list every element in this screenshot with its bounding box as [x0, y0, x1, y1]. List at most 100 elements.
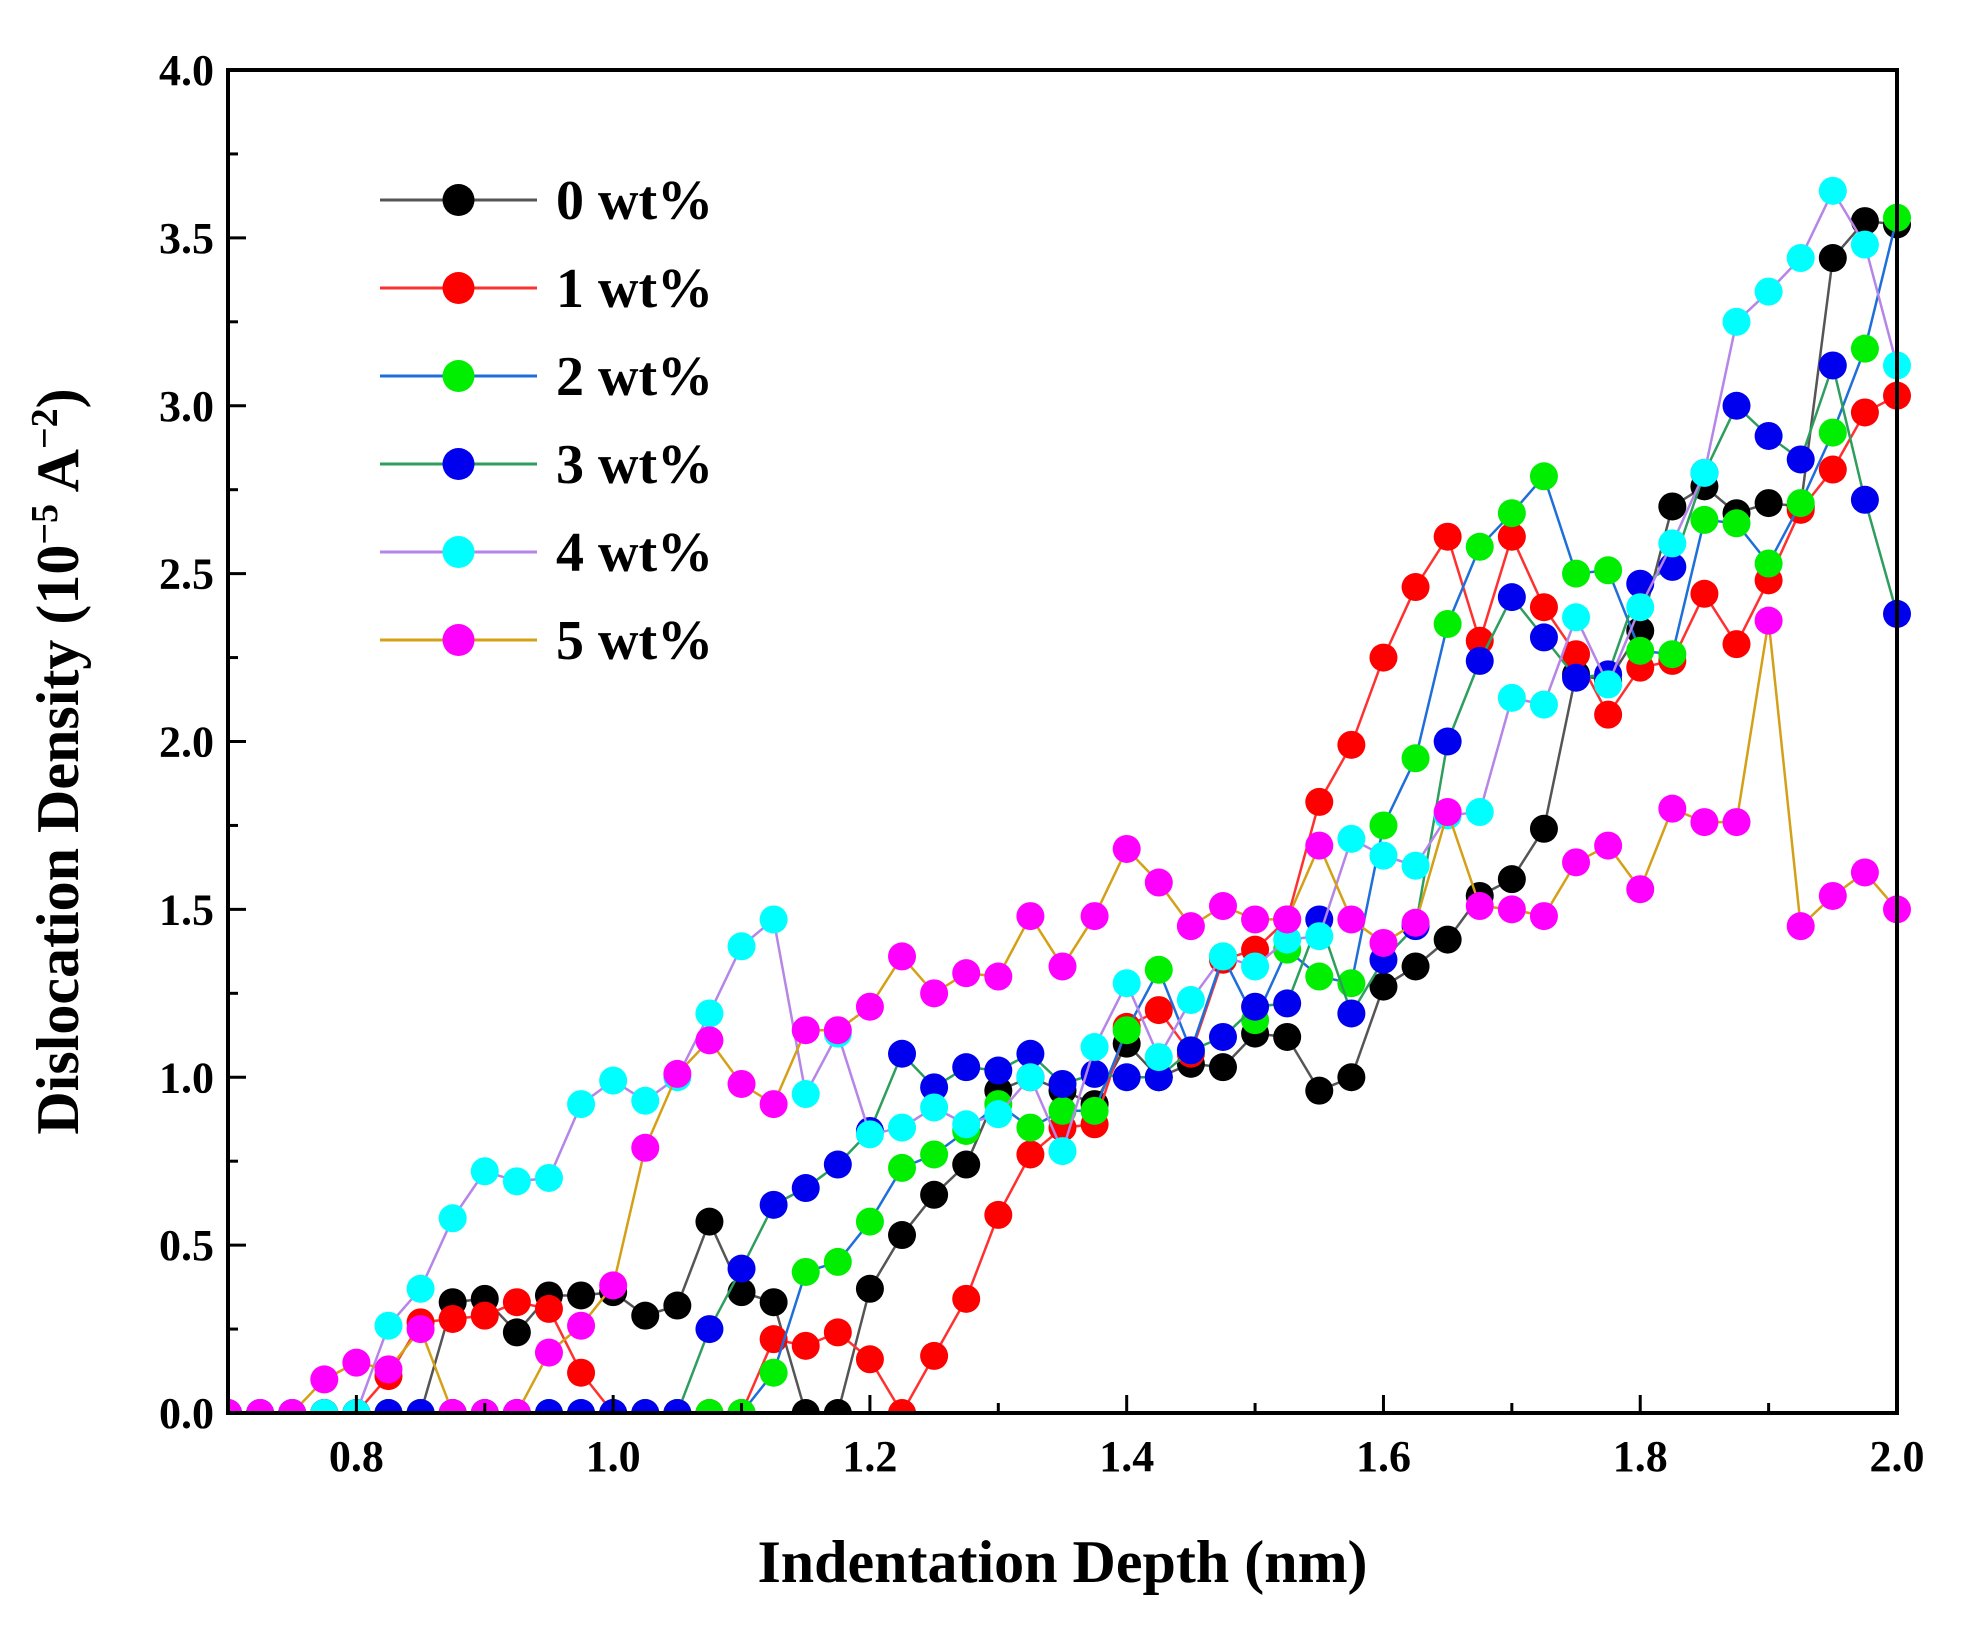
x-tick-label: 0.8 — [329, 1432, 384, 1481]
x-tick-label: 1.8 — [1613, 1432, 1668, 1481]
data-point — [1016, 1113, 1045, 1142]
data-point — [952, 1284, 981, 1313]
data-point — [1048, 1069, 1077, 1098]
data-point — [920, 979, 949, 1008]
data-point — [1433, 925, 1462, 954]
data-point — [952, 1150, 981, 1179]
y-tick-label: 0.5 — [159, 1221, 214, 1270]
data-point — [1112, 969, 1141, 998]
data-point — [1241, 905, 1270, 934]
data-point — [1401, 952, 1430, 981]
data-point — [1690, 458, 1719, 487]
data-point — [1080, 902, 1109, 931]
data-point — [952, 959, 981, 988]
data-point — [1337, 999, 1366, 1028]
data-point — [1562, 559, 1591, 588]
data-point — [1016, 1140, 1045, 1169]
data-point — [1369, 841, 1398, 870]
data-point — [1208, 1022, 1237, 1051]
data-point — [278, 1399, 307, 1413]
data-point — [310, 1399, 339, 1413]
data-point — [1594, 831, 1623, 860]
data-point — [1658, 529, 1687, 558]
data-point — [1626, 636, 1655, 665]
x-tick-label: 1.0 — [586, 1432, 641, 1481]
legend-item: 4 wt% — [380, 522, 713, 584]
y-tick-label: 4.0 — [159, 46, 214, 95]
data-point — [791, 1016, 820, 1045]
data-point — [1722, 391, 1751, 420]
data-point — [1465, 532, 1494, 561]
data-point — [631, 1301, 660, 1330]
data-point — [1401, 744, 1430, 773]
data-point — [438, 1204, 467, 1233]
data-point — [1241, 992, 1270, 1021]
data-point — [1144, 1043, 1173, 1072]
data-point — [1722, 509, 1751, 538]
data-point — [695, 1026, 724, 1055]
series-line — [228, 394, 1898, 1413]
data-point — [1369, 811, 1398, 840]
data-point — [1594, 700, 1623, 729]
data-point — [1786, 445, 1815, 474]
data-point — [695, 1315, 724, 1344]
legend-label: 3 wt% — [556, 434, 713, 496]
svg-text:Dislocation Density (10−5 A−2): Dislocation Density (10−5 A−2) — [24, 388, 91, 1134]
data-point — [1658, 492, 1687, 521]
data-point — [567, 1090, 596, 1119]
data-point — [791, 1399, 820, 1413]
y-axis-title: Dislocation Density (10−5 A−2) — [24, 388, 91, 1134]
data-point — [727, 932, 756, 961]
data-point — [1497, 865, 1526, 894]
data-point — [1112, 1016, 1141, 1045]
data-point — [823, 1247, 852, 1276]
data-point — [1594, 670, 1623, 699]
data-point — [1754, 489, 1783, 518]
legend-label: 5 wt% — [556, 610, 713, 672]
data-point — [342, 1348, 371, 1377]
data-point — [1626, 593, 1655, 622]
data-point — [888, 1113, 917, 1142]
x-tick-label: 1.2 — [842, 1432, 897, 1481]
data-point — [1112, 1063, 1141, 1092]
data-point — [1818, 418, 1847, 447]
y-tick-label: 2.5 — [159, 550, 214, 599]
legend-item: 0 wt% — [380, 170, 713, 232]
data-point — [823, 1399, 852, 1413]
data-point — [1144, 868, 1173, 897]
data-point — [1850, 858, 1879, 887]
data-point — [727, 1069, 756, 1098]
data-point — [1786, 244, 1815, 273]
data-point — [1850, 398, 1879, 427]
legend-label: 2 wt% — [556, 346, 713, 408]
data-point — [1337, 1063, 1366, 1092]
data-point — [246, 1399, 275, 1413]
data-point — [1337, 905, 1366, 934]
legend-item: 3 wt% — [380, 434, 713, 496]
data-point — [888, 942, 917, 971]
data-point — [1305, 1076, 1334, 1105]
data-point — [534, 1338, 563, 1367]
data-point — [1818, 351, 1847, 380]
data-point — [1337, 824, 1366, 853]
legend-marker — [442, 360, 475, 392]
series-4 — [228, 176, 1911, 1413]
data-point — [855, 1345, 884, 1374]
y-axis-title-exponent-2: −2 — [24, 408, 66, 449]
data-point — [1208, 942, 1237, 971]
data-point — [1529, 902, 1558, 931]
data-point — [759, 1325, 788, 1354]
data-point — [1016, 1039, 1045, 1068]
legend: 0 wt% 1 wt% 2 wt% 3 wt% 4 wt% 5 wt% — [380, 170, 713, 672]
data-point — [567, 1311, 596, 1340]
data-point — [1208, 1053, 1237, 1082]
data-point — [1401, 573, 1430, 602]
data-point — [759, 1090, 788, 1119]
data-point — [695, 999, 724, 1028]
legend-marker — [442, 448, 475, 480]
data-point — [1176, 912, 1205, 941]
data-point — [727, 1254, 756, 1283]
y-tick-label: 3.0 — [159, 382, 214, 431]
data-point — [1722, 630, 1751, 659]
axes-layer: 0.8 1.0 1.2 1.4 1.6 1.8 2.0 0.0 0.5 1.0 1.5 2.0 2.5 3… — [159, 46, 1925, 1481]
